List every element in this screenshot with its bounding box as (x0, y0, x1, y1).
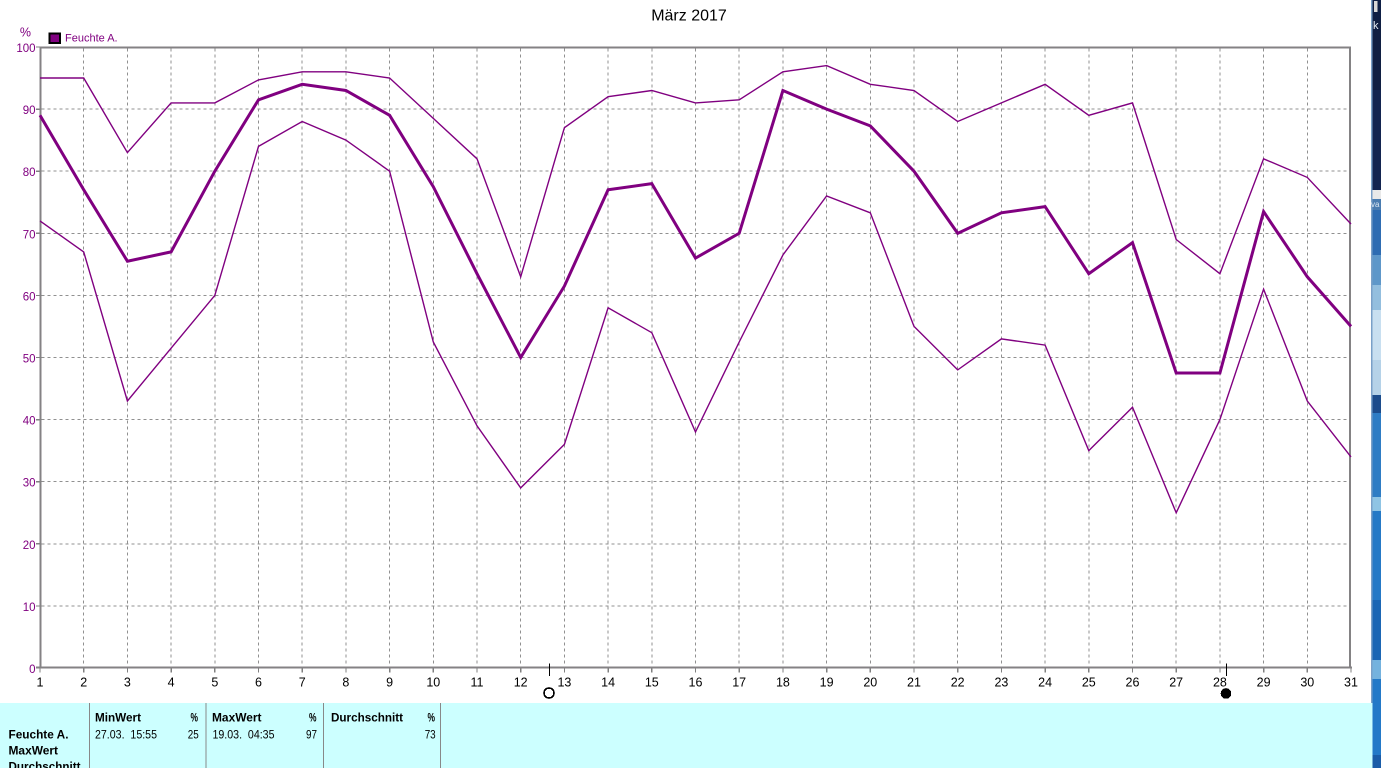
svg-text:k: k (1373, 20, 1379, 32)
svg-text:2: 2 (80, 676, 87, 690)
svg-text:0: 0 (29, 664, 35, 676)
svg-text:9: 9 (386, 676, 393, 690)
svg-text:97: 97 (306, 728, 317, 742)
svg-text:80: 80 (23, 167, 36, 179)
svg-text:1: 1 (37, 676, 44, 690)
svg-text:März 2017: März 2017 (651, 8, 727, 25)
svg-text:25: 25 (188, 728, 199, 742)
svg-text:%: % (191, 711, 199, 725)
svg-text:25: 25 (1082, 676, 1096, 690)
svg-text:20: 20 (23, 540, 36, 552)
svg-text:30: 30 (1300, 676, 1314, 690)
svg-text:13: 13 (557, 676, 571, 690)
svg-text:28: 28 (1213, 676, 1227, 690)
svg-text:23: 23 (994, 676, 1008, 690)
svg-text:Durchschnitt: Durchschnitt (9, 760, 81, 769)
svg-text:8: 8 (342, 676, 349, 690)
svg-text:73: 73 (425, 728, 436, 742)
svg-text:18: 18 (776, 676, 790, 690)
svg-text:22: 22 (951, 676, 965, 690)
svg-text:19.03. 04:35: 19.03. 04:35 (213, 728, 275, 742)
svg-text:24: 24 (1038, 676, 1052, 690)
svg-text:7: 7 (299, 676, 306, 690)
svg-text:%: % (20, 26, 31, 40)
svg-text:31: 31 (1344, 676, 1358, 690)
svg-text:3: 3 (124, 676, 131, 690)
svg-text:27.03. 15:55: 27.03. 15:55 (95, 728, 157, 742)
svg-text:15: 15 (645, 676, 659, 690)
svg-text:5: 5 (211, 676, 218, 690)
svg-text:12: 12 (514, 676, 528, 690)
svg-text:50: 50 (23, 354, 36, 366)
svg-text:16: 16 (689, 676, 703, 690)
svg-text:11: 11 (471, 676, 484, 690)
svg-text:%: % (309, 711, 317, 725)
svg-text:20: 20 (863, 676, 877, 690)
svg-text:19: 19 (820, 676, 834, 690)
svg-text:29: 29 (1257, 676, 1271, 690)
svg-text:10: 10 (23, 602, 36, 614)
svg-text:17: 17 (732, 676, 746, 690)
svg-text:30: 30 (23, 478, 36, 490)
svg-text:70: 70 (23, 229, 36, 241)
svg-text:10: 10 (426, 676, 440, 690)
svg-text:21: 21 (907, 676, 921, 690)
svg-text:MinWert: MinWert (95, 711, 141, 725)
svg-text:MaxWert: MaxWert (9, 744, 59, 758)
svg-text:60: 60 (23, 291, 36, 303)
svg-text:14: 14 (601, 676, 615, 690)
svg-text:Durchschnitt: Durchschnitt (331, 711, 403, 725)
svg-text:26: 26 (1126, 676, 1140, 690)
svg-text:Feuchte A.: Feuchte A. (65, 33, 118, 45)
svg-text:6: 6 (255, 676, 262, 690)
svg-text:4: 4 (168, 676, 175, 690)
svg-text:90: 90 (23, 105, 36, 117)
svg-text:40: 40 (23, 416, 36, 428)
svg-text:100: 100 (16, 43, 35, 55)
svg-text:MaxWert: MaxWert (212, 711, 262, 725)
svg-text:%: % (428, 711, 436, 725)
svg-text:27: 27 (1169, 676, 1183, 690)
svg-text:va: va (1371, 200, 1380, 209)
svg-text:Feuchte A.: Feuchte A. (9, 728, 69, 742)
